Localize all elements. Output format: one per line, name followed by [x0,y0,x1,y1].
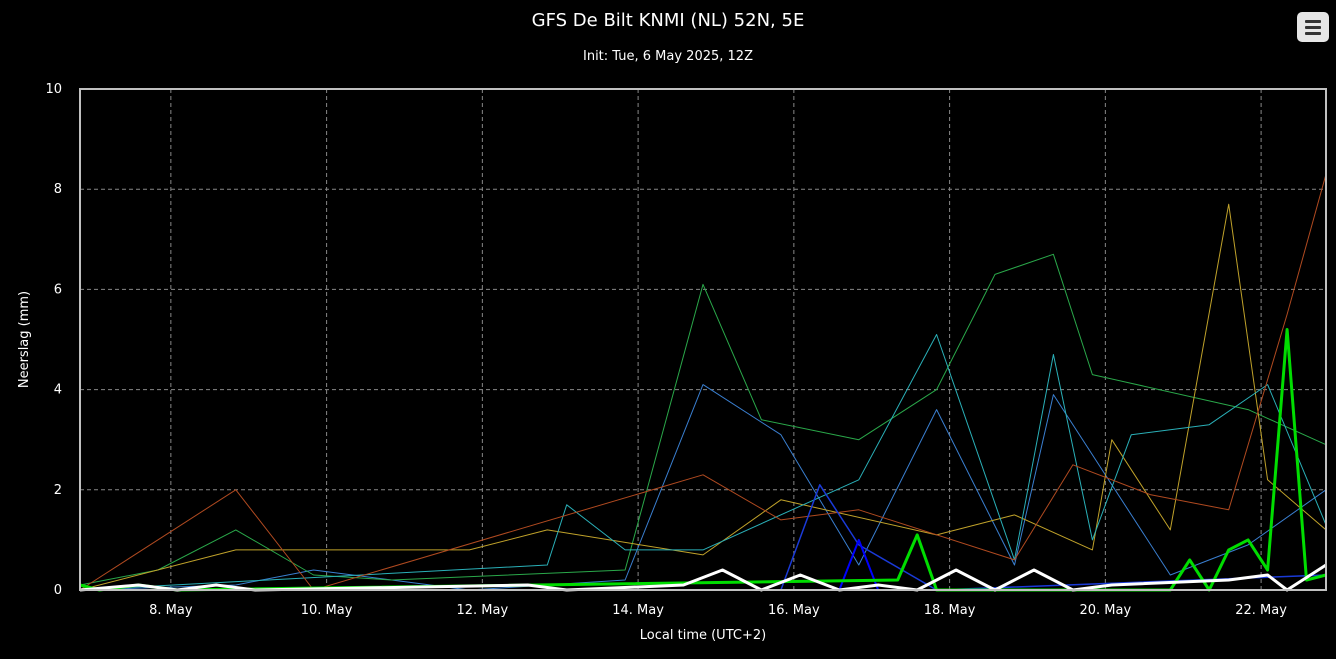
series-line-1 [79,384,1327,591]
series-line-6 [80,484,1327,591]
y-tick-label: 10 [45,82,62,97]
x-axis-ticks: 8. May 10. May 12. May 14. May 16. May 18. Ma… [149,603,1287,618]
x-tick-label: 14. May [612,603,664,618]
x-tick-label: 12. May [457,603,509,618]
x-tick-label: 22. May [1235,603,1287,618]
hamburger-menu-icon[interactable] [1297,12,1329,42]
x-tick-label: 20. May [1080,603,1132,618]
series-line-9 [79,563,1327,592]
plot-frame [79,88,1327,591]
series-line-4 [79,334,1327,591]
y-axis-ticks: 0 2 4 6 8 10 [45,82,62,598]
x-tick-label: 16. May [768,603,820,618]
series-line-3 [79,203,1327,591]
y-tick-label: 2 [54,483,62,498]
x-tick-label: 18. May [924,603,976,618]
x-tick-label: 10. May [301,603,353,618]
series-line-2 [79,253,1327,586]
y-tick-label: 0 [54,583,62,598]
series-line-8 [79,328,1327,592]
chart-subtitle: Init: Tue, 6 May 2025, 12Z [583,49,753,64]
y-tick-label: 4 [54,383,62,398]
x-axis-title: Local time (UTC+2) [640,628,766,643]
series-layer [79,174,1327,592]
y-tick-label: 6 [54,282,62,297]
grid-lines [80,89,1326,590]
y-tick-label: 8 [54,182,62,197]
x-tick-label: 8. May [149,603,193,618]
y-axis-title: Neerslag (mm) [17,291,32,388]
chart-title: GFS De Bilt KNMI (NL) 52N, 5E [531,10,805,31]
series-line-5 [79,174,1327,591]
